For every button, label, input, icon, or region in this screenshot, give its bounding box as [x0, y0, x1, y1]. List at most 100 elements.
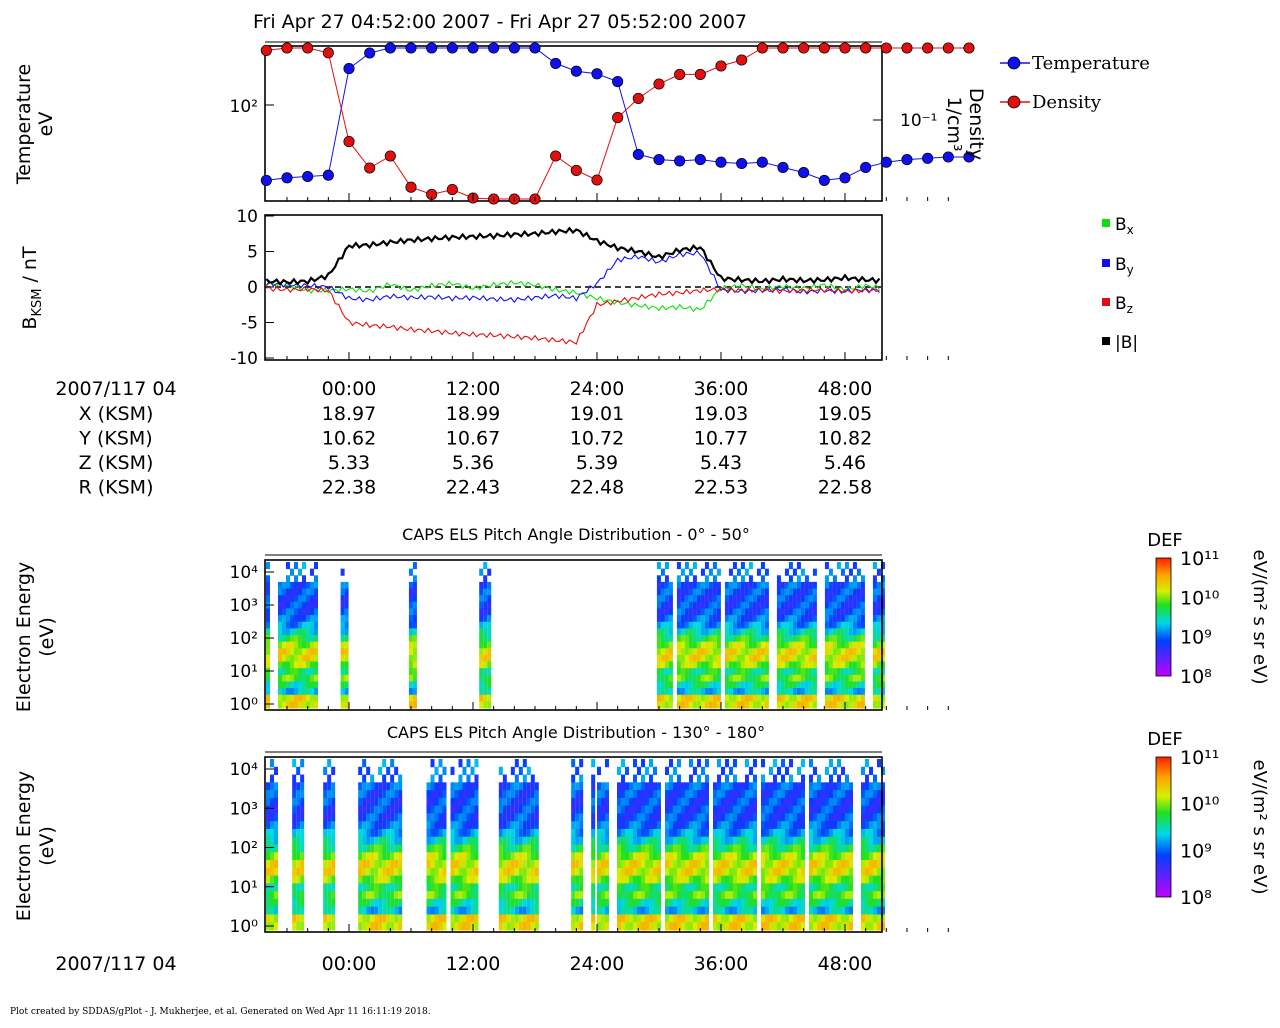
spectrogram-cell — [732, 867, 737, 877]
spectrogram-cell — [860, 701, 865, 709]
density-point — [343, 136, 355, 148]
spectrogram-cell — [872, 836, 877, 845]
spectrogram-cell — [506, 914, 511, 923]
spectrogram-cell — [856, 615, 861, 623]
spectrogram-cell — [660, 661, 665, 669]
spectrogram-cell — [864, 844, 869, 853]
spectrogram-cell — [688, 867, 693, 877]
spectrogram-cell — [298, 654, 302, 663]
spectrogram-cell — [860, 852, 865, 861]
spectrogram-cell — [688, 860, 693, 869]
spectrogram-cell — [684, 654, 689, 663]
spectrogram-cell — [792, 568, 797, 576]
spectrogram-cell — [696, 860, 701, 869]
spectrogram-cell — [571, 821, 576, 830]
spectrogram-cell — [688, 581, 693, 590]
spectrogram-cell — [844, 641, 849, 649]
spectrogram-cell — [736, 568, 741, 576]
spectrogram-cell — [579, 821, 584, 830]
spectrogram-cell — [672, 922, 677, 931]
spectrogram-cell — [522, 790, 527, 799]
spectrogram-cell — [840, 836, 845, 845]
spectrogram-cell — [344, 681, 349, 689]
temperature-point — [653, 154, 665, 166]
spectrogram-cell — [483, 588, 488, 596]
spectrogram-cell — [684, 595, 689, 603]
spectrogram-cell — [470, 766, 475, 776]
spectrogram-cell — [636, 782, 641, 791]
spectrogram-cell — [728, 654, 733, 663]
spectrogram-cell — [872, 588, 877, 596]
spectrogram-cell — [760, 654, 765, 663]
spectrogram-cell — [498, 828, 503, 838]
spectrogram-cell — [331, 906, 336, 915]
spectrogram-cell — [840, 674, 845, 682]
spectrogram-cell — [744, 867, 749, 877]
spectrogram-cell — [434, 914, 439, 923]
spectrogram-cell — [740, 906, 745, 915]
spectrogram-cell — [876, 648, 881, 656]
spectrogram-cell — [600, 844, 605, 853]
panel2-ytick-label: 0 — [247, 278, 258, 298]
spectrogram-cell — [688, 813, 693, 822]
spectrogram-cell — [792, 595, 797, 603]
spectrogram-cell — [487, 688, 492, 696]
spectrogram-cell — [470, 821, 475, 830]
spectrogram-cell — [728, 860, 733, 869]
spectrogram-cell — [792, 601, 797, 609]
spectrogram-cell — [708, 621, 713, 629]
spectrogram-cell — [640, 852, 645, 861]
spectrogram-cell — [788, 595, 793, 603]
spectrogram-cell — [306, 595, 310, 603]
spectrogram-cell — [700, 891, 705, 900]
spectrogram-cell — [728, 836, 733, 845]
spectrogram-cell — [479, 674, 484, 682]
spectrogram-cell — [864, 813, 869, 822]
spectrogram-cell — [652, 891, 657, 900]
spectrogram-cell — [672, 790, 677, 799]
spectrogram-cell — [466, 813, 471, 822]
spectrogram-cell — [366, 883, 371, 892]
spectrogram-cell — [286, 654, 290, 663]
spectrogram-cell — [684, 581, 689, 590]
spectrogram-cell — [772, 906, 777, 915]
spectrogram-cell — [848, 797, 853, 807]
spectrogram-cell — [796, 821, 801, 830]
spectrogram-cell — [736, 836, 741, 845]
spectrogram-cell — [860, 875, 865, 884]
spectrogram-cell — [796, 674, 801, 682]
spectrogram-cell — [832, 898, 837, 908]
spectrogram-cell — [784, 766, 789, 776]
spectrogram-cell — [534, 860, 539, 869]
spectrogram-cell — [498, 922, 503, 931]
spectrogram-cell — [772, 759, 777, 768]
spectrogram-cell — [688, 821, 693, 830]
spectrogram-cell — [604, 821, 609, 830]
spectrogram-cell — [323, 790, 328, 799]
spectrogram-cell — [792, 836, 797, 845]
spectrogram-cell — [327, 922, 332, 931]
spectrogram-cell — [844, 875, 849, 884]
page-title: Fri Apr 27 04:52:00 2007 - Fri Apr 27 05… — [253, 11, 747, 33]
spectrogram-cell — [668, 774, 673, 783]
spectrogram-cell — [526, 891, 531, 900]
spectrogram-cell — [636, 766, 641, 776]
spectrogram-cell — [800, 601, 805, 609]
temperature-point — [756, 156, 768, 168]
spectrogram-cell — [314, 575, 318, 583]
spectrogram-cell — [579, 860, 584, 869]
spectrogram-cell — [728, 641, 733, 649]
spectrogram-cell — [872, 922, 877, 931]
spectrogram-cell — [776, 668, 781, 676]
spectrogram-cell — [744, 701, 749, 709]
spectrogram-cell — [808, 701, 813, 709]
spectrogram-cell — [530, 836, 535, 845]
spectrogram-cell — [700, 766, 705, 776]
spectrogram-cell — [800, 813, 805, 822]
temperature-point — [488, 42, 500, 54]
spectrogram-cell — [768, 828, 773, 838]
spectrogram-cell — [692, 648, 697, 656]
spectrogram-cell — [620, 906, 625, 915]
spectrogram-cell — [466, 875, 471, 884]
spectrogram-cell — [458, 813, 463, 822]
